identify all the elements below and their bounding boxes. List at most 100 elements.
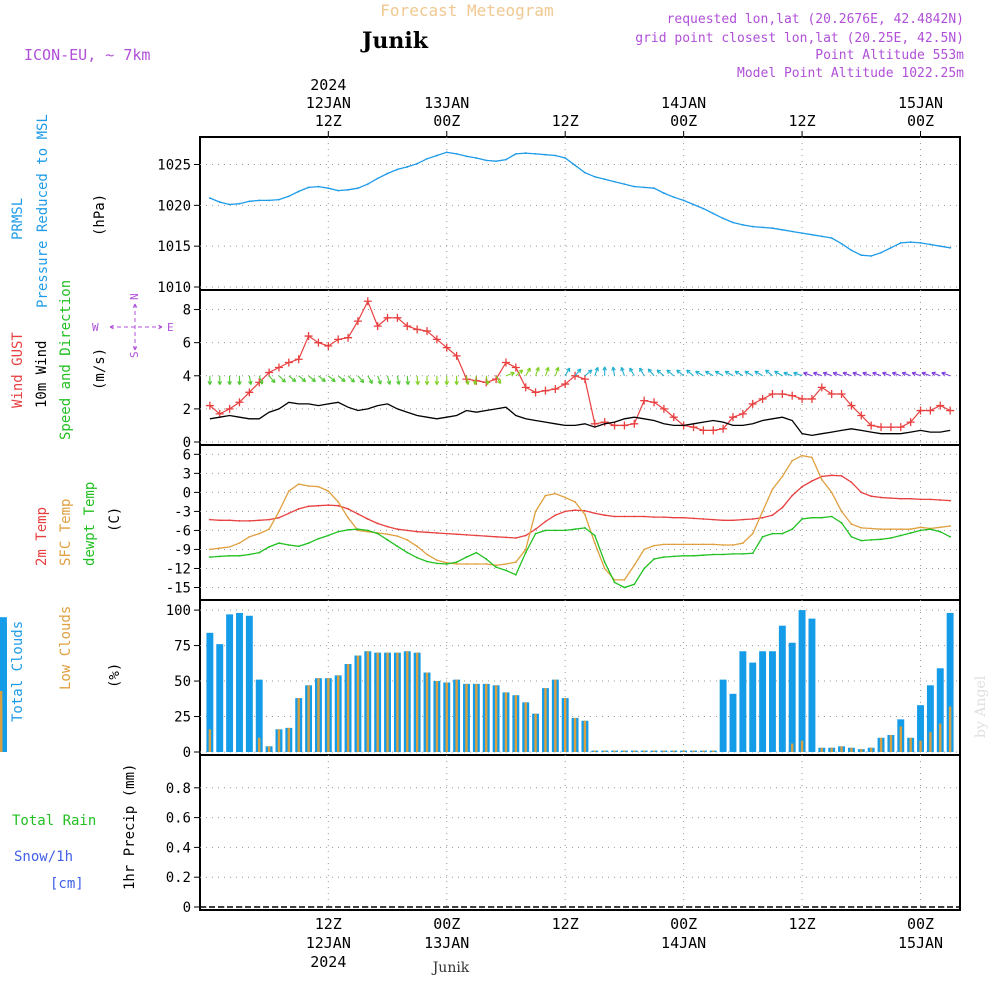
data-point: [712, 212, 715, 215]
data-point: [899, 497, 902, 500]
data-point: [564, 510, 567, 513]
dewpt-label: dewpt Temp: [82, 482, 98, 566]
data-point: [416, 162, 419, 165]
data-point: [248, 200, 251, 203]
data-point: [307, 542, 310, 545]
gust-marker: [501, 358, 510, 367]
gust-marker: [857, 411, 866, 420]
low-cloud-bar: [564, 698, 567, 752]
wind-direction-arrow: [931, 371, 941, 377]
data-point: [623, 578, 626, 581]
y-tick-label: 0.8: [166, 781, 191, 797]
data-point: [593, 175, 596, 178]
data-point: [761, 510, 764, 513]
low-cloud-bar: [593, 750, 596, 752]
data-point: [653, 558, 655, 560]
data-point: [505, 569, 507, 572]
data-point: [445, 151, 448, 154]
gust-marker: [284, 358, 293, 367]
data-point: [544, 529, 547, 532]
wind-direction-arrow: [872, 371, 882, 377]
y-tick-label: 1020: [157, 198, 191, 214]
data-point: [890, 528, 892, 531]
gust-marker: [699, 426, 708, 435]
data-point: [702, 518, 705, 520]
compass-e: E: [167, 321, 174, 334]
data-point: [662, 543, 665, 546]
data-point: [564, 496, 567, 499]
low-cloud-bar: [258, 737, 261, 752]
data-point: [248, 553, 251, 556]
gust-marker: [452, 351, 461, 360]
y-tick-label: 8: [183, 303, 191, 319]
low-cloud-bar: [712, 750, 715, 752]
header: Forecast Meteogram Junik ICON-EU, ~ 7km …: [24, 1, 989, 976]
data-point: [248, 520, 251, 522]
data-point: [692, 517, 695, 520]
gust-marker: [719, 424, 728, 433]
wind-direction-arrow: [793, 371, 803, 377]
low-cloud-bar: [336, 675, 340, 752]
time-label-top: 12Z: [789, 112, 816, 130]
low-cloud-bar: [534, 713, 537, 752]
data-point: [297, 545, 300, 548]
wind-direction-arrow: [584, 369, 593, 377]
wind-direction-arrow: [901, 371, 911, 377]
model-label: ICON-EU, ~ 7km: [24, 46, 150, 64]
data-point: [475, 534, 478, 537]
data-point: [791, 230, 794, 233]
data-point: [751, 225, 754, 228]
low-cloud-bar: [0, 690, 3, 752]
data-point: [238, 202, 241, 205]
data-point: [593, 512, 596, 515]
wind-direction-arrow: [554, 366, 560, 376]
low-cloud-bar: [366, 651, 369, 752]
data-point: [416, 530, 419, 533]
total-cloud-bar: [719, 679, 727, 752]
y-tick-label: 75: [174, 639, 191, 655]
sfc-label: SFC Temp: [58, 499, 74, 566]
wind-direction-arrow: [783, 371, 793, 377]
compass-icon: W E N S: [92, 293, 174, 358]
data-point: [633, 515, 636, 518]
wind-direction-arrow: [535, 366, 540, 376]
total-cloud-bar: [729, 693, 737, 752]
gust-marker: [630, 419, 639, 428]
panel-cloud: 0 25 50 75 100: [0, 599, 961, 761]
data-point: [899, 528, 902, 531]
gust-marker: [531, 388, 540, 397]
wind-direction-arrow: [639, 367, 645, 377]
low-cloud-bar: [850, 747, 853, 752]
data-point: [406, 539, 409, 541]
time-label-bottom: 12Z: [552, 915, 579, 933]
total-cloud-bar: [759, 651, 767, 752]
data-point: [949, 525, 952, 527]
low-cloud-bar: [346, 664, 350, 752]
gust-marker: [353, 317, 362, 326]
cloud-unit: (%): [107, 663, 123, 688]
data-point: [544, 520, 547, 523]
data-point: [692, 543, 695, 546]
data-point: [357, 528, 359, 531]
data-point: [890, 497, 892, 499]
data-point: [899, 242, 902, 244]
data-point: [406, 529, 409, 532]
data-point: [751, 552, 754, 555]
data-point: [801, 485, 803, 488]
data-point: [751, 518, 754, 520]
low-cloud-bar: [909, 737, 912, 752]
panel-labels: PRMSL Pressure Reduced to MSL (hPa) Wind…: [10, 114, 174, 892]
total-cloud-bar: [245, 615, 253, 752]
wind-direction-arrow: [842, 371, 852, 377]
data-point: [830, 515, 833, 518]
data-point: [840, 474, 843, 477]
total-cloud-bar: [946, 612, 954, 752]
data-point: [682, 516, 685, 519]
data-point: [347, 507, 349, 510]
wind-direction-arrow: [308, 375, 316, 383]
low-cloud-bar: [287, 727, 291, 752]
gust-marker: [383, 313, 392, 322]
data-point: [268, 199, 270, 202]
wind-direction-arrow: [911, 371, 921, 377]
gust-marker: [847, 401, 856, 410]
